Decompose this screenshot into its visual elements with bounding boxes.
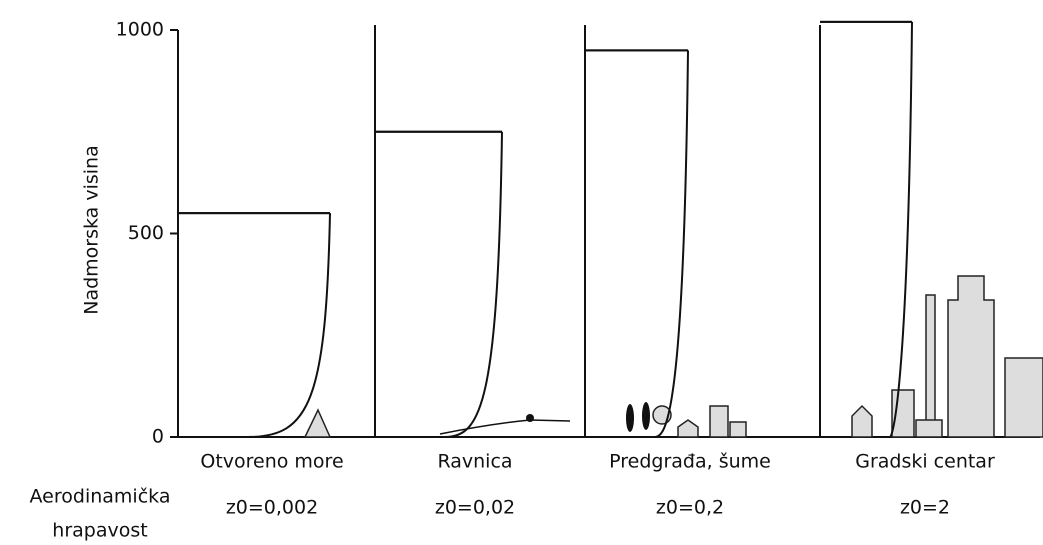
wind-profile <box>247 213 331 438</box>
panel-label: Otvoreno more <box>200 451 343 473</box>
row-label-line: Aerodinamička <box>30 486 171 508</box>
wind-profile <box>654 50 689 438</box>
roughness: z0=0,02 <box>435 497 515 519</box>
roughness: z0=2 <box>900 497 950 519</box>
roughness: z0=0,2 <box>656 497 724 519</box>
terrain-illustrations <box>303 275 1043 438</box>
panel-label: Ravnica <box>437 451 512 473</box>
y-tick-label: 500 <box>128 222 164 244</box>
roughness: z0=0,002 <box>226 497 318 519</box>
panel-label: Predgrađa, šume <box>609 451 771 473</box>
y-axis-label: Nadmorska visina <box>81 145 103 315</box>
wind-profile <box>889 21 913 438</box>
row-label: Aerodinamička hrapavost <box>30 486 171 542</box>
y-tick-label: 1000 <box>116 19 164 41</box>
panel-label: Gradski centar <box>855 451 995 473</box>
row-label-line: hrapavost <box>52 520 147 542</box>
y-tick-label: 0 <box>152 426 164 448</box>
wind-profile <box>444 131 503 438</box>
